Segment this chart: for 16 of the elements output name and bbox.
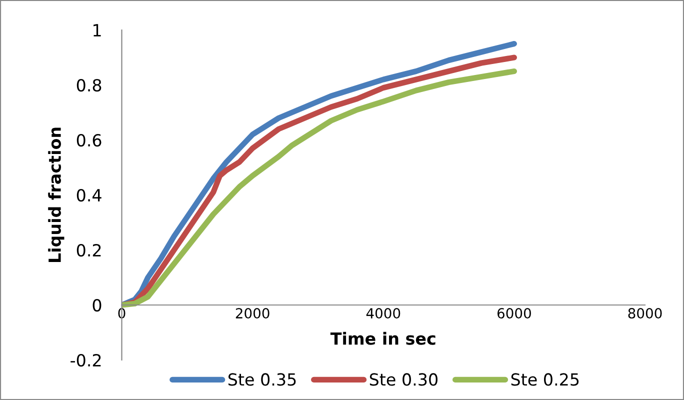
y-tick-label: 0.2 — [76, 244, 101, 257]
y-tick-label: 0.8 — [76, 78, 102, 92]
legend-label: Ste 0.25 — [511, 373, 579, 386]
x-tick-label: 2000 — [236, 308, 270, 319]
y-axis-title: Liquid fraction — [48, 128, 64, 262]
x-tick-label: 8000 — [628, 308, 662, 319]
y-tick-label: 0.4 — [76, 188, 102, 202]
y-tick-label: 1 — [94, 24, 101, 36]
y-tick-label: -0.2 — [70, 354, 101, 367]
x-tick-label: 0 — [118, 308, 126, 319]
x-axis-title: Time in sec — [330, 332, 436, 345]
y-tick-label: 0.6 — [76, 134, 102, 147]
legend-label: Ste 0.35 — [228, 373, 296, 386]
x-tick-label: 4000 — [366, 308, 400, 319]
x-tick-label: 6000 — [497, 308, 531, 319]
legend-label: Ste 0.30 — [370, 373, 438, 386]
